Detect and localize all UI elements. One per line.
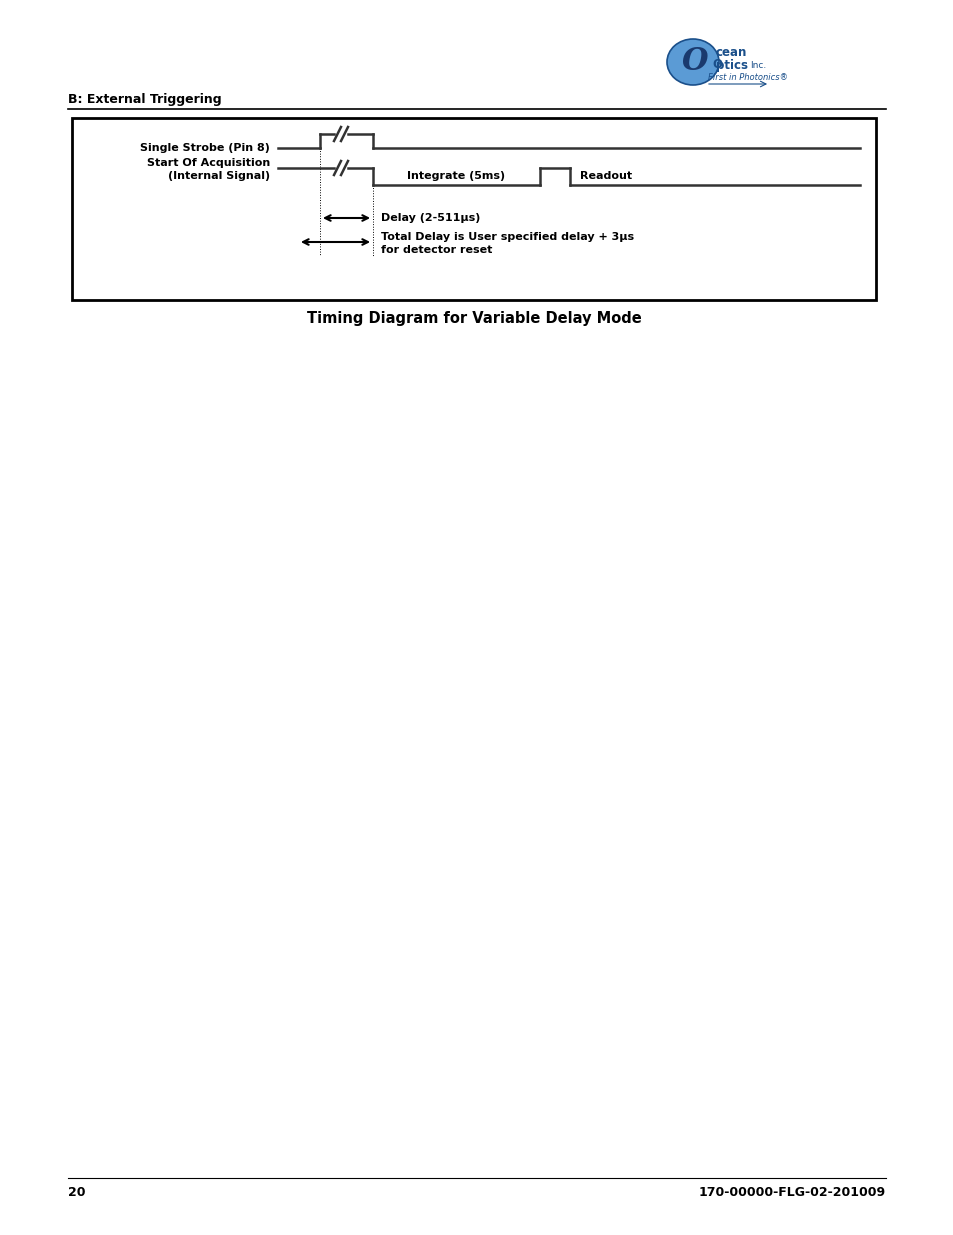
Text: Total Delay is User specified delay + 3μs: Total Delay is User specified delay + 3μ…	[380, 232, 634, 242]
Text: Inc.: Inc.	[749, 61, 765, 69]
Text: 20: 20	[68, 1186, 86, 1199]
Text: O: O	[681, 47, 707, 78]
Text: Integrate (5ms): Integrate (5ms)	[407, 170, 505, 182]
Text: for detector reset: for detector reset	[380, 245, 492, 254]
Text: cean: cean	[716, 46, 746, 58]
Ellipse shape	[666, 40, 719, 85]
Text: Delay (2-511μs): Delay (2-511μs)	[380, 212, 480, 224]
Text: (Internal Signal): (Internal Signal)	[168, 170, 270, 182]
Text: 170-00000-FLG-02-201009: 170-00000-FLG-02-201009	[699, 1186, 885, 1199]
Bar	[71, 119, 875, 300]
Text: ptics: ptics	[716, 58, 747, 72]
Text: Readout: Readout	[579, 170, 632, 182]
Text: B: External Triggering: B: External Triggering	[68, 94, 221, 106]
Text: First in Photonics®: First in Photonics®	[707, 74, 787, 83]
Text: Start Of Acquisition: Start Of Acquisition	[147, 158, 270, 168]
Text: Timing Diagram for Variable Delay Mode: Timing Diagram for Variable Delay Mode	[306, 310, 640, 326]
Text: O: O	[711, 58, 721, 72]
Text: Single Strobe (Pin 8): Single Strobe (Pin 8)	[140, 143, 270, 153]
